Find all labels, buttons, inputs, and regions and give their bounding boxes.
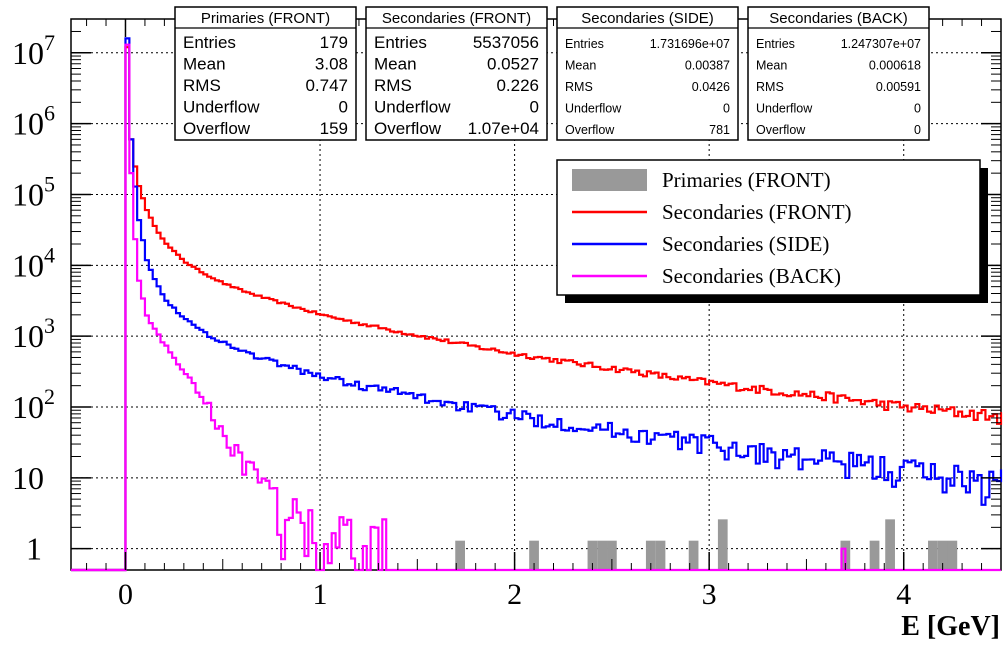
stat-row-value: 0	[914, 123, 921, 137]
stat-row-value: 179	[320, 33, 348, 52]
stat-row-value: 1.07e+04	[468, 119, 539, 138]
stat-row-label: RMS	[374, 76, 412, 95]
stat-row-label: Underflow	[374, 98, 451, 117]
stat-row-value: 0	[530, 98, 539, 117]
primaries-bar-0	[455, 540, 465, 570]
primaries-bar-13	[937, 540, 948, 570]
stat-row-label: Underflow	[183, 98, 260, 117]
primaries-bar-12	[928, 540, 938, 570]
stat-row-label: Overflow	[374, 119, 442, 138]
stat-box-0: Primaries (FRONT) Entries 179 Mean 3.08 RMS 0.…	[174, 6, 357, 141]
stat-row-label: RMS	[756, 80, 784, 94]
primaries-bar-5	[645, 540, 656, 570]
stat-row-label: Entries	[565, 37, 604, 51]
stat-row-value: 0.00591	[876, 80, 921, 94]
x-tick-label-2: 2	[507, 578, 522, 611]
primaries-bar-1	[529, 540, 539, 570]
stat-row-label: Mean	[756, 59, 787, 73]
x-tick-label-1: 1	[313, 578, 328, 611]
stat-row-value: 159	[320, 119, 348, 138]
stat-row-label: Underflow	[756, 102, 813, 116]
legend-label-1: Secondaries (FRONT)	[662, 200, 852, 224]
stat-row-label: Overflow	[565, 123, 615, 137]
legend-swatch-fill	[572, 169, 647, 191]
y-tick-labels: 108107106105104103102101	[12, 30, 55, 567]
stat-row-label: Entries	[183, 33, 236, 52]
primaries-bar-8	[717, 519, 728, 570]
series-line-secondaries-side-	[71, 37, 1003, 572]
stat-row-label: Overflow	[183, 119, 251, 138]
stat-box-title: Primaries (FRONT)	[201, 10, 330, 27]
legend-label-0: Primaries (FRONT)	[662, 168, 831, 192]
stat-row-value: 0.00387	[685, 59, 730, 73]
stat-box-3: Secondaries (BACK) Entries 1.247307e+07 Mea…	[747, 6, 930, 141]
stat-row-value: 3.08	[315, 55, 348, 74]
stat-row-value: 0.0426	[692, 80, 730, 94]
stat-row-label: Entries	[374, 33, 427, 52]
primaries-bar-14	[947, 540, 958, 570]
series-line-secondaries-front-	[71, 46, 1003, 572]
y-tick-label-8: 1	[26, 531, 42, 567]
legend-label-2: Secondaries (SIDE)	[662, 232, 829, 256]
y-tick-label-2: 106	[12, 101, 55, 142]
stat-row-label: RMS	[565, 80, 593, 94]
stat-box-2: Secondaries (SIDE) Entries 1.731696e+07 Mea…	[556, 6, 739, 141]
stat-row-value: 0.747	[305, 76, 348, 95]
stat-row-value: 0.226	[496, 76, 539, 95]
stat-row-label: Mean	[183, 55, 226, 74]
stat-box-title: Secondaries (BACK)	[769, 10, 907, 27]
stat-row-label: Underflow	[565, 102, 622, 116]
stat-box-frame	[556, 6, 739, 141]
y-tick-label-5: 103	[12, 313, 55, 354]
stat-box-frame	[747, 6, 930, 141]
x-tick-label-3: 3	[702, 578, 717, 611]
primaries-bar-4	[607, 540, 617, 570]
primaries-bar-2	[587, 540, 598, 570]
stat-row-label: Mean	[565, 59, 596, 73]
stat-row-value: 0	[914, 102, 921, 116]
primaries-bar-11	[885, 519, 895, 570]
stat-boxes: Primaries (FRONT) Entries 179 Mean 3.08 RMS 0.…	[174, 6, 930, 141]
x-tick-label-0: 0	[118, 578, 133, 611]
stat-row-label: RMS	[183, 76, 221, 95]
primaries-bar-10	[869, 540, 880, 570]
stat-box-frame	[365, 6, 548, 141]
stat-row-value: 1.731696e+07	[650, 37, 730, 51]
stat-box-1: Secondaries (FRONT) Entries 5537056 Mean 0.0…	[365, 6, 548, 141]
stat-row-label: Mean	[374, 55, 417, 74]
y-tick-label-1: 107	[12, 30, 55, 71]
stat-row-value: 0.0527	[487, 55, 539, 74]
stat-row-value: 0	[339, 98, 348, 117]
stat-box-title: Secondaries (FRONT)	[382, 10, 531, 27]
stat-row-label: Overflow	[756, 123, 806, 137]
y-tick-label-6: 102	[12, 384, 55, 425]
x-tick-label-4: 4	[896, 578, 911, 611]
stat-row-value: 781	[709, 123, 730, 137]
primaries-bar-7	[688, 540, 699, 570]
y-tick-label-4: 104	[12, 242, 55, 283]
secondaries-series	[71, 37, 1003, 572]
legend-label-3: Secondaries (BACK)	[662, 264, 841, 288]
stat-row-label: Entries	[756, 37, 795, 51]
y-tick-label-7: 10	[12, 460, 44, 496]
primaries-bar-3	[597, 540, 608, 570]
stat-row-value: 5537056	[473, 33, 539, 52]
y-tick-label-3: 105	[12, 171, 55, 212]
stat-row-value: 0.000618	[869, 59, 921, 73]
series-line-secondaries-back-	[71, 43, 1001, 572]
stat-row-value: 1.247307e+07	[841, 37, 921, 51]
stat-box-frame	[174, 6, 357, 141]
legend: Primaries (FRONT) Secondaries (FRONT) Seco…	[556, 159, 988, 303]
stat-row-value: 0	[723, 102, 730, 116]
x-tick-labels: 0 1 2 3 4	[118, 578, 911, 611]
stat-box-title: Secondaries (SIDE)	[581, 10, 714, 27]
x-axis-label: E [GeV]	[901, 611, 1000, 642]
primaries-series	[455, 519, 958, 570]
primaries-bar-6	[655, 540, 666, 570]
